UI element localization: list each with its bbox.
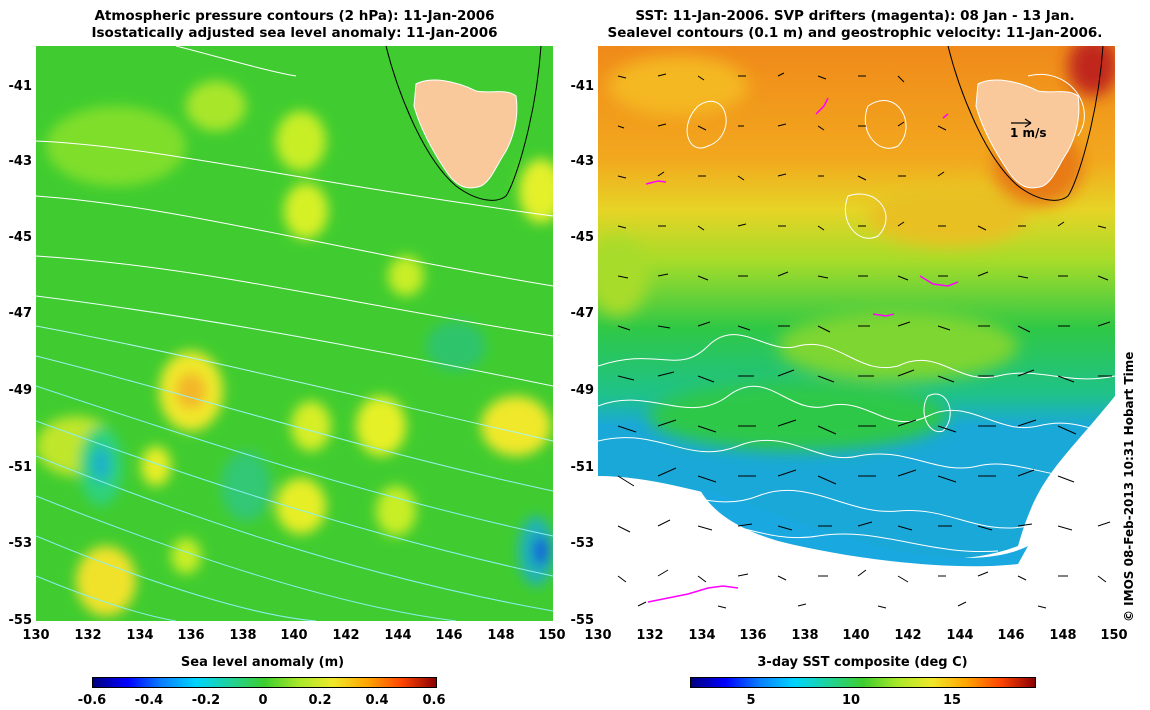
copyright-text: © IMOS 08-Feb-2013 10:31 Hobart Time (1122, 351, 1136, 622)
right-y-tick: -45 (570, 230, 595, 245)
right-y-tick: -53 (570, 536, 595, 551)
left-x-tick: 134 (126, 628, 154, 643)
right-x-tick: 150 (1100, 628, 1128, 643)
velocity-arrows (617, 72, 1112, 609)
tasmania-land (975, 79, 1080, 189)
sla-colorbar (92, 677, 437, 688)
left-y-tick: -41 (8, 79, 33, 94)
tasmania-land (413, 79, 518, 189)
left-x-tick: 130 (22, 628, 50, 643)
right-y-tick: -51 (570, 460, 595, 475)
left-x-tick: 148 (487, 628, 515, 643)
right-title: SST: 11-Jan-2006. SVP drifters (magenta)… (580, 8, 1130, 42)
right-x-tick: 148 (1049, 628, 1077, 643)
right-x-tick: 130 (584, 628, 612, 643)
left-y-tick: -53 (8, 536, 33, 551)
sla-colorbar-tick: -0.4 (134, 693, 164, 708)
sst-colorbar (690, 677, 1036, 688)
right-y-tick: -55 (570, 613, 595, 628)
sla-colorbar-tick: -0.6 (77, 693, 107, 708)
sla-map (36, 46, 553, 621)
left-title-line2: Isostatically adjusted sea level anomaly… (91, 25, 498, 41)
left-x-tick: 140 (280, 628, 308, 643)
right-x-tick: 138 (791, 628, 819, 643)
sst-colorbar-tick: 5 (746, 693, 756, 708)
left-y-tick: -51 (8, 460, 33, 475)
pressure-contours (36, 46, 553, 621)
sla-colorbar-tick: 0.2 (308, 693, 332, 708)
sla-colorbar-tick: 0 (258, 693, 268, 708)
left-x-tick: 136 (177, 628, 205, 643)
sla-colorbar-tick: -0.2 (191, 693, 221, 708)
sla-field (36, 81, 553, 616)
left-x-tick: 132 (74, 628, 102, 643)
sst-map: 1 m/s (598, 46, 1115, 621)
svp-drifter-tracks (645, 97, 959, 603)
right-y-tick: -43 (570, 154, 595, 169)
left-x-tick: 138 (229, 628, 257, 643)
left-y-tick: -49 (8, 383, 33, 398)
left-title: Atmospheric pressure contours (2 hPa): 1… (36, 8, 553, 42)
right-x-tick: 136 (739, 628, 767, 643)
right-title-line2: Sealevel contours (0.1 m) and geostrophi… (607, 25, 1103, 41)
left-y-tick: -55 (8, 613, 33, 628)
sla-colorbar-title: Sea level anomaly (m) (180, 655, 345, 670)
left-x-tick: 150 (538, 628, 566, 643)
left-y-tick: -43 (8, 154, 33, 169)
right-title-line1: SST: 11-Jan-2006. SVP drifters (magenta)… (635, 8, 1075, 24)
sst-colorbar-tick: 10 (841, 693, 861, 708)
sla-colorbar-tick: 0.4 (365, 693, 389, 708)
left-y-tick: -47 (8, 306, 33, 321)
left-y-tick: -45 (8, 230, 33, 245)
velocity-scale-arrow (1011, 118, 1032, 128)
left-x-tick: 144 (384, 628, 412, 643)
right-y-tick: -49 (570, 383, 595, 398)
right-y-tick: -47 (570, 306, 595, 321)
right-y-tick: -41 (570, 79, 595, 94)
right-x-tick: 134 (688, 628, 716, 643)
right-x-tick: 144 (946, 628, 974, 643)
left-x-tick: 142 (332, 628, 360, 643)
sla-colorbar-tick: 0.6 (422, 693, 446, 708)
sst-colorbar-tick: 15 (942, 693, 962, 708)
sst-colorbar-title: 3-day SST composite (deg C) (757, 655, 968, 670)
velocity-scale-label: 1 m/s (1010, 126, 1047, 140)
right-x-tick: 142 (894, 628, 922, 643)
right-x-tick: 146 (997, 628, 1025, 643)
right-x-tick: 132 (636, 628, 664, 643)
left-x-tick: 146 (435, 628, 463, 643)
sealevel-contours (598, 74, 1115, 553)
right-x-tick: 140 (842, 628, 870, 643)
left-title-line1: Atmospheric pressure contours (2 hPa): 1… (94, 8, 495, 24)
